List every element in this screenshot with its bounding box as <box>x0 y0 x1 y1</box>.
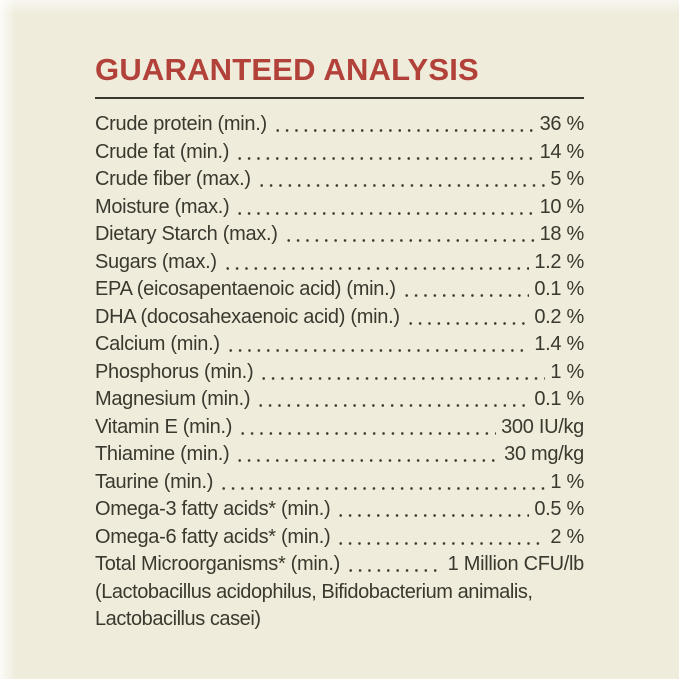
table-row: Taurine (min.) 1 % <box>95 468 584 496</box>
dot-leader <box>258 358 546 386</box>
nutrient-label: Magnesium (min.) <box>95 388 251 410</box>
table-row: Crude protein (min.) 36 % <box>95 111 584 139</box>
table-row: Moisture (max.) 10 % <box>95 193 585 221</box>
nutrient-label: Crude fat (min.) <box>95 140 230 163</box>
dot-leader <box>237 413 497 441</box>
table-row: Omega-3 fatty acids* (min.) 0.5 % <box>95 496 584 524</box>
nutrient-label: Total Microorganisms* (min.) <box>95 553 340 575</box>
table-row: Vitamin E (min.) 300 IU/kg <box>95 413 584 441</box>
footnote-line: Lactobacillus casei) <box>95 608 261 630</box>
table-row: DHA (docosahexaenoic acid) (min.) 0.2 % <box>95 303 584 331</box>
nutrient-value: 30 mg/kg <box>504 443 584 465</box>
footnote-line: (Lactobacillus acidophilus, Bifidobacter… <box>95 580 533 603</box>
nutrient-label: Crude protein (min.) <box>95 113 267 135</box>
dot-leader <box>234 193 535 221</box>
nutrient-label: Sugars (max.) <box>95 250 217 273</box>
guaranteed-analysis-panel: GUARANTEED ANALYSIS Crude protein (min.)… <box>95 53 584 634</box>
nutrient-value: 1 % <box>550 360 584 383</box>
dot-leader <box>221 248 530 276</box>
dot-leader <box>234 441 500 469</box>
dot-leader <box>224 331 530 359</box>
table-row: Calcium (min.) 1.4 % <box>95 331 584 359</box>
table-row: Sugars (max.) 1.2 % <box>95 248 584 276</box>
nutrient-label: Crude fiber (max.) <box>95 168 251 190</box>
nutrient-value: 0.1 % <box>534 388 584 410</box>
nutrient-value: 10 % <box>539 195 585 218</box>
table-row: Magnesium (min.) 0.1 % <box>95 386 584 414</box>
nutrient-label: Thiamine (min.) <box>95 443 230 465</box>
nutrient-value: 300 IU/kg <box>501 415 584 438</box>
nutrient-label: Vitamin E (min.) <box>95 415 233 438</box>
nutrient-value: 2 % <box>550 525 584 548</box>
dot-leader <box>255 386 530 414</box>
nutrient-value: 0.1 % <box>534 278 584 300</box>
nutrient-label: Omega-6 fatty acids* (min.) <box>95 525 331 548</box>
footnote: (Lactobacillus acidophilus, Bifidobacter… <box>95 579 584 634</box>
table-row: Crude fiber (max.) 5 % <box>95 166 584 194</box>
dot-leader <box>335 523 546 551</box>
analysis-table: Crude protein (min.) 36 % Crude fat (min… <box>95 111 584 579</box>
table-row: EPA (eicosapentaenoic acid) (min.) 0.1 % <box>95 276 584 304</box>
dot-leader <box>335 496 530 524</box>
dot-leader <box>404 303 530 331</box>
nutrient-value: 1 Million CFU/lb <box>447 553 585 575</box>
nutrient-label: Calcium (min.) <box>95 333 220 355</box>
table-row: Phosphorus (min.) 1 % <box>95 358 584 386</box>
nutrient-value: 14 % <box>539 140 585 163</box>
nutrient-value: 5 % <box>550 168 584 190</box>
dot-leader <box>400 276 530 304</box>
dot-leader <box>345 551 443 579</box>
nutrient-value: 0.5 % <box>534 498 584 520</box>
nutrient-label: Omega-3 fatty acids* (min.) <box>95 498 331 520</box>
nutrient-label: Taurine (min.) <box>95 470 214 493</box>
nutrient-label: DHA (docosahexaenoic acid) (min.) <box>95 305 400 328</box>
nutrient-label: Phosphorus (min.) <box>95 360 254 383</box>
dot-leader <box>271 111 535 139</box>
nutrient-value: 0.2 % <box>534 305 584 328</box>
table-row: Total Microorganisms* (min.) 1 Million C… <box>95 551 584 579</box>
dot-leader <box>218 468 546 496</box>
nutrient-value: 36 % <box>539 113 585 135</box>
nutrient-label: Dietary Starch (max.) <box>95 223 278 245</box>
dot-leader <box>255 166 546 194</box>
title-divider <box>95 97 584 99</box>
dot-leader <box>282 221 535 249</box>
nutrient-value: 1.4 % <box>534 333 584 355</box>
nutrient-label: EPA (eicosapentaenoic acid) (min.) <box>95 278 396 300</box>
dot-leader <box>234 138 535 166</box>
nutrient-value: 1.2 % <box>534 250 584 273</box>
table-row: Omega-6 fatty acids* (min.) 2 % <box>95 523 584 551</box>
table-row: Crude fat (min.) 14 % <box>95 138 585 166</box>
section-title: GUARANTEED ANALYSIS <box>95 52 479 87</box>
nutrient-value: 18 % <box>539 223 585 245</box>
nutrient-label: Moisture (max.) <box>95 195 230 218</box>
nutrient-value: 1 % <box>550 470 584 493</box>
table-row: Dietary Starch (max.) 18 % <box>95 221 584 249</box>
table-row: Thiamine (min.) 30 mg/kg <box>95 441 584 469</box>
